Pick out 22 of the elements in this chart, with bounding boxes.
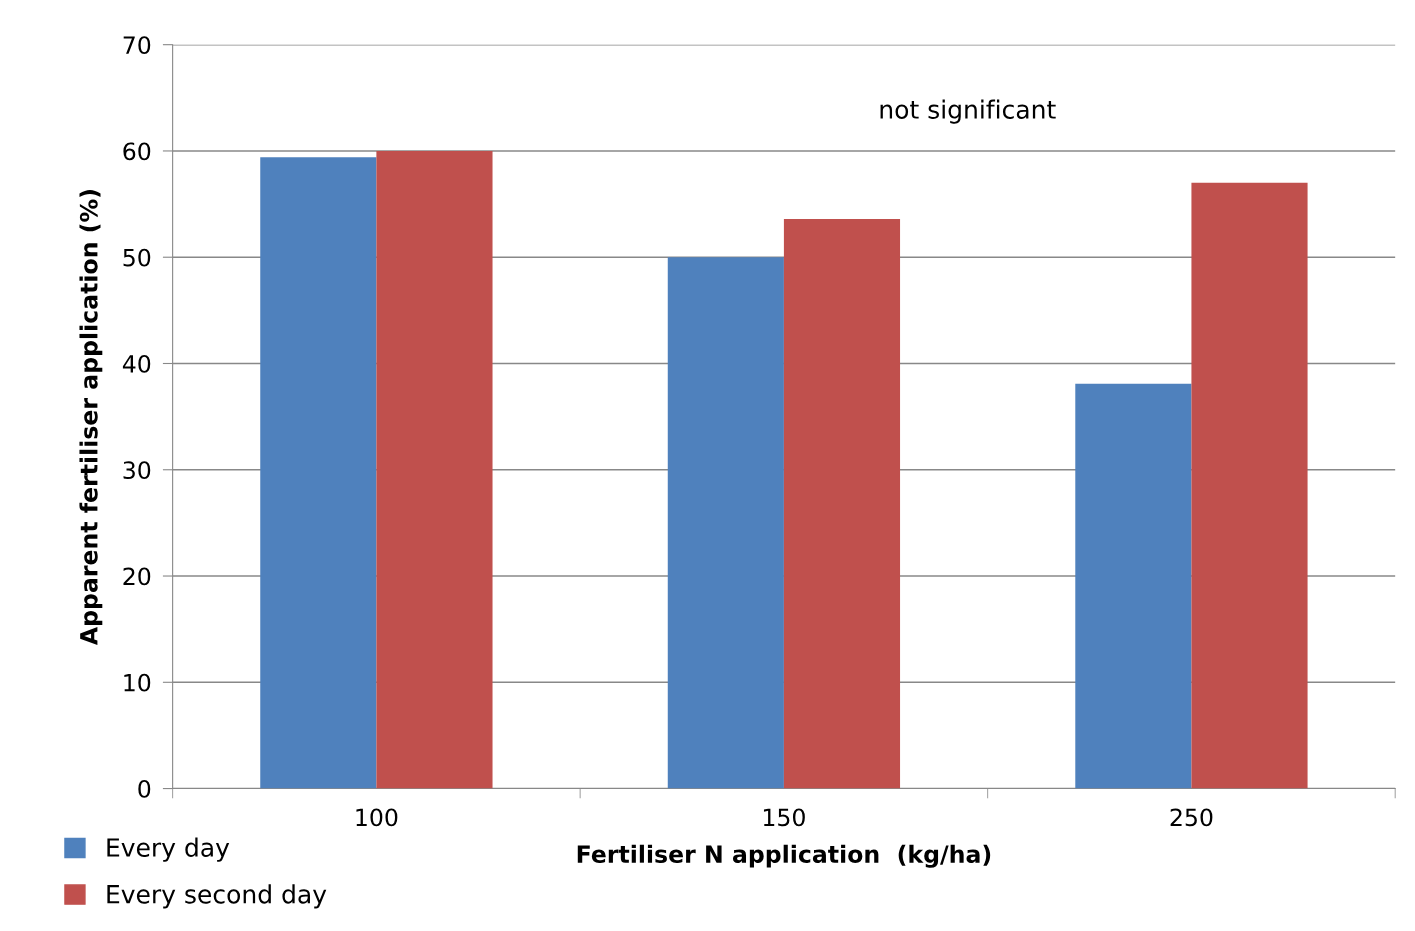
y-tick-label: 70 [123,36,151,54]
x-tick-label: 150 [763,808,805,827]
bar [1191,182,1308,789]
y-tick-label: 0 [138,780,151,798]
bar [1075,383,1192,789]
y-tick-label: 50 [123,248,151,267]
legend-label: Every day [107,837,230,862]
legend-label: Every second day [107,884,327,909]
y-axis-title: Apparent fertiliser application (%) [79,190,103,646]
y-tick-label: 30 [123,461,151,480]
bar [260,157,377,789]
bar [667,257,784,789]
y-tick-label: 10 [124,673,151,692]
annotation: not significant [880,99,1056,124]
y-tick-label: 20 [123,567,151,586]
x-tick-label: 100 [356,808,398,827]
x-axis-title: Fertiliser N application (kg/ha) [577,844,991,868]
x-tick-label: 250 [1170,808,1213,827]
bar [783,218,901,789]
bar [376,150,493,789]
y-tick-label: 60 [123,142,151,161]
y-tick-label: 40 [122,354,151,373]
